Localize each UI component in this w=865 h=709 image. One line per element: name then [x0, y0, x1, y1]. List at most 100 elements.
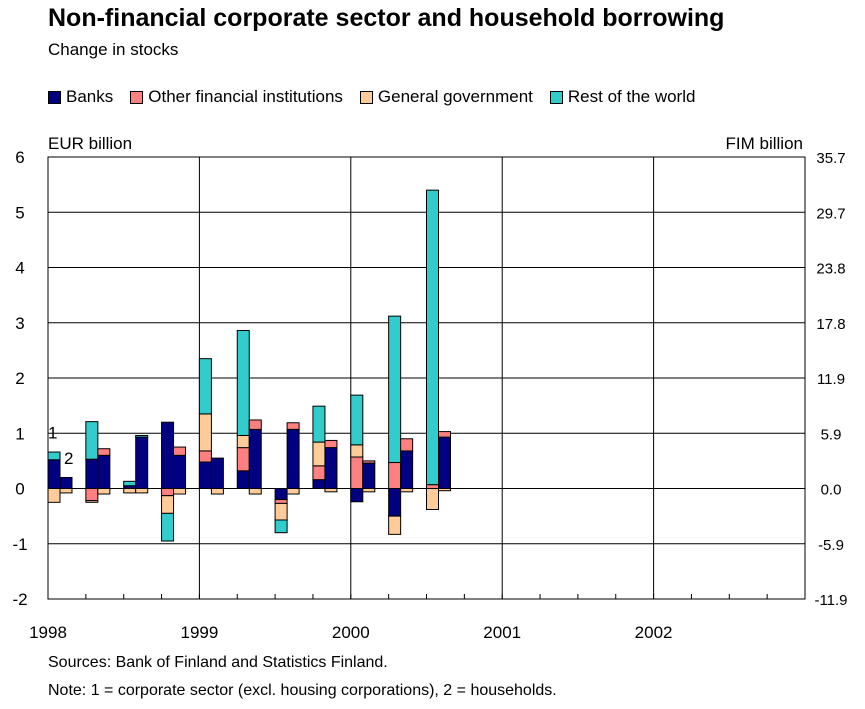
bar-banks-1999Q4-corporate	[312, 479, 326, 490]
bar-banks-2000Q1-corporate	[350, 488, 364, 503]
y-tick-right: -5.9	[818, 537, 844, 554]
legend-swatch-row	[549, 90, 563, 104]
bar-gov-1998Q1-corporate	[47, 488, 61, 503]
bar-row-2000Q1-corporate	[350, 394, 364, 446]
bar-banks-2000Q2-household	[400, 450, 414, 489]
bar-row-1999Q1-corporate	[198, 358, 212, 415]
x-tick-label: 1998	[29, 623, 67, 642]
legend: Banks Other financial institutions Gener…	[48, 87, 695, 107]
bar-row-1999Q4-corporate	[312, 405, 326, 443]
bar-ofi-1999Q1-corporate	[198, 450, 212, 463]
bar-banks-1998Q2-corporate	[85, 458, 99, 489]
y-tick-left: -1	[12, 535, 27, 554]
legend-label-banks: Banks	[66, 87, 114, 106]
legend-item-row: Rest of the world	[549, 87, 695, 107]
bar-ofi-2000Q1-corporate	[350, 456, 364, 490]
bar-gov-2000Q1-household	[362, 488, 376, 493]
bar-banks-1999Q1-corporate	[198, 461, 212, 490]
bar-ofi-1998Q2-corporate	[85, 488, 99, 502]
bar-banks-1999Q4-household	[324, 447, 338, 489]
right-axis-unit: FIM billion	[725, 134, 803, 153]
legend-label-ofi: Other financial institutions	[148, 87, 343, 106]
bar-gov-1999Q2-corporate	[236, 434, 250, 449]
bar-row-1998Q3-corporate	[123, 480, 137, 487]
x-tick-label: 1999	[180, 623, 218, 642]
plot-border	[47, 156, 806, 600]
x-tick-label: 2002	[635, 623, 673, 642]
bar-banks-1999Q2-corporate	[236, 470, 250, 490]
y-tick-right: 5.9	[821, 426, 842, 443]
y-tick-left: 6	[15, 148, 24, 167]
bar-ofi-2000Q3-corporate	[426, 484, 439, 490]
y-tick-left: 5	[15, 203, 24, 222]
legend-item-gov: General government	[359, 87, 533, 107]
bar-row-1998Q4-corporate	[161, 512, 175, 542]
bar-gov-1998Q2-corporate	[85, 500, 99, 503]
y-tick-right: 23.8	[816, 261, 845, 278]
bar-ofi-1999Q3-corporate	[274, 499, 288, 504]
y-tick-left: 4	[15, 259, 24, 278]
bar-gov-2000Q2-household	[400, 488, 414, 493]
y-tick-left: -2	[12, 590, 27, 609]
y-tick-right: 0.0	[821, 482, 842, 499]
bar-ofi-1999Q2-corporate	[236, 447, 250, 472]
bar-ofi-1999Q4-corporate	[312, 465, 326, 481]
bar-banks-2000Q1-household	[362, 462, 376, 489]
bar-row-2000Q3-corporate	[426, 189, 439, 486]
bar-gov-1999Q3-household	[286, 488, 300, 495]
bar-banks-1998Q4-household	[173, 454, 187, 490]
bar-gov-2000Q1-corporate	[350, 444, 364, 458]
bar-ofi-1999Q3-household	[286, 422, 300, 430]
bar-gov-2000Q3-household	[438, 488, 451, 492]
bar-banks-1998Q2-household	[97, 454, 111, 490]
bar-gov-1999Q2-household	[248, 488, 262, 495]
legend-item-banks: Banks	[48, 87, 113, 107]
bar-ofi-1998Q4-corporate	[161, 488, 175, 497]
bar-banks-2000Q3-household	[438, 436, 451, 489]
x-tick-label: 2001	[483, 623, 521, 642]
series-label-2: 2	[64, 449, 73, 468]
bar-gov-2000Q2-corporate	[388, 515, 402, 535]
y-tick-right: 35.7	[816, 150, 845, 167]
series-label-1: 1	[48, 423, 57, 442]
bar-banks-1999Q3-household	[286, 428, 300, 490]
chart-subtitle: Change in stocks	[48, 40, 179, 59]
bar-row-1999Q2-corporate	[236, 329, 250, 436]
bar-gov-1998Q3-household	[135, 488, 149, 494]
legend-swatch-ofi	[130, 90, 144, 104]
bar-row-1998Q2-corporate	[85, 421, 99, 460]
bar-banks-1999Q1-household	[210, 457, 224, 489]
y-tick-right: -11.9	[814, 592, 847, 609]
bar-banks-1998Q4-corporate	[161, 421, 175, 490]
bar-ofi-1999Q2-household	[248, 419, 262, 430]
bar-banks-1999Q2-household	[248, 428, 262, 490]
bar-ofi-2000Q2-corporate	[388, 462, 402, 490]
bar-row-1998Q1-corporate	[47, 451, 61, 461]
bar-gov-1999Q3-corporate	[274, 502, 288, 521]
bar-gov-1998Q4-household	[173, 488, 187, 495]
bar-banks-1998Q1-corporate	[47, 459, 61, 489]
bar-ofi-2000Q1-household	[362, 460, 376, 464]
y-tick-right: 17.8	[816, 316, 845, 333]
bar-ofi-2000Q3-household	[438, 431, 451, 438]
y-tick-left: 0	[15, 480, 24, 499]
left-axis-unit: EUR billion	[48, 134, 133, 153]
bar-banks-1999Q3-corporate	[274, 488, 288, 501]
y-tick-left: 1	[15, 424, 24, 443]
bar-gov-2000Q3-corporate	[426, 488, 439, 510]
bar-gov-1999Q4-corporate	[312, 441, 326, 467]
legend-swatch-gov	[359, 90, 373, 104]
x-tick-label: 2000	[332, 623, 370, 642]
bar-gov-1999Q1-household	[210, 488, 224, 495]
chart-title: Non-financial corporate sector and house…	[48, 4, 725, 32]
bar-row-1998Q3-household	[135, 434, 149, 438]
sources-note: Sources: Bank of Finland and Statistics …	[48, 654, 388, 671]
y-tick-right: 29.7	[816, 205, 845, 222]
bar-banks-2000Q2-corporate	[388, 488, 402, 517]
footnote: Note: 1 = corporate sector (excl. housin…	[48, 682, 557, 699]
bar-gov-1998Q3-corporate	[123, 488, 137, 494]
bar-row-2000Q2-corporate	[388, 315, 402, 464]
bar-gov-1999Q1-corporate	[198, 413, 212, 452]
bar-ofi-1999Q4-household	[324, 439, 338, 449]
